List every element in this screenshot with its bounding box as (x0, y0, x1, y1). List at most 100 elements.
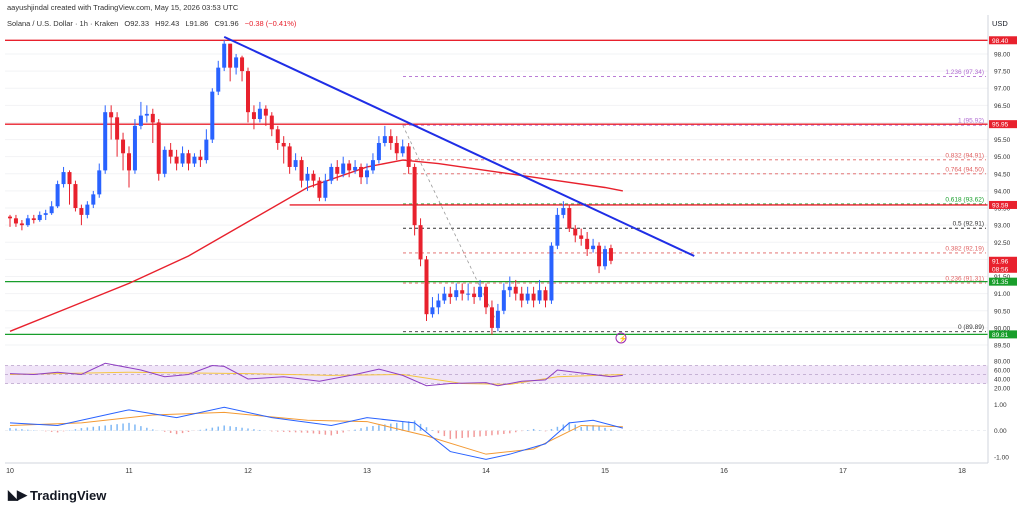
candle-body[interactable] (376, 142, 381, 161)
candle-body[interactable] (85, 204, 90, 215)
candle-body[interactable] (67, 172, 72, 185)
candle-body[interactable] (168, 149, 173, 157)
candle-body[interactable] (335, 166, 340, 174)
candle-body[interactable] (317, 180, 322, 198)
candle-body[interactable] (109, 112, 114, 118)
candle-body[interactable] (210, 91, 215, 140)
candle-body[interactable] (495, 310, 500, 328)
candle-body[interactable] (347, 163, 352, 171)
candle-body[interactable] (31, 218, 36, 221)
candle-body[interactable] (370, 160, 375, 171)
candle-body[interactable] (138, 115, 143, 126)
candle-body[interactable] (365, 170, 369, 178)
candle-body[interactable] (341, 163, 346, 174)
macd-line[interactable] (9, 406, 623, 460)
candle-body[interactable] (597, 245, 602, 267)
candle-body[interactable] (275, 129, 280, 143)
candle-body[interactable] (103, 112, 108, 171)
candle-body[interactable] (412, 166, 417, 226)
candle-body[interactable] (448, 293, 453, 298)
candle-body[interactable] (49, 206, 54, 214)
candle-body[interactable] (359, 166, 364, 178)
candle-body[interactable] (311, 173, 316, 181)
tradingview-brand[interactable]: ◣▶ TradingView (8, 487, 106, 503)
candle-body[interactable] (305, 173, 310, 181)
candle-body[interactable] (8, 216, 12, 219)
candle-body[interactable] (501, 290, 506, 311)
candle-body[interactable] (269, 115, 274, 130)
candle-body[interactable] (466, 293, 471, 295)
candle-body[interactable] (115, 117, 120, 140)
candle-body[interactable] (525, 293, 530, 301)
candle-body[interactable] (281, 142, 286, 147)
candle-body[interactable] (561, 208, 566, 215)
candle-body[interactable] (608, 248, 613, 261)
candle-body[interactable] (406, 146, 411, 167)
candle-body[interactable] (174, 156, 179, 164)
candle-body[interactable] (91, 194, 96, 205)
candle-body[interactable] (121, 139, 126, 154)
candle-body[interactable] (603, 249, 607, 267)
candle-body[interactable] (329, 166, 334, 181)
candle-body[interactable] (150, 113, 155, 123)
candle-body[interactable] (585, 238, 590, 250)
candle-body[interactable] (180, 153, 185, 164)
candle-body[interactable] (192, 156, 197, 164)
candle-body[interactable] (73, 184, 78, 209)
candle-body[interactable] (186, 153, 191, 164)
candle-body[interactable] (531, 293, 536, 301)
symbol-label[interactable]: Solana / U.S. Dollar · 1h · Kraken (7, 19, 119, 28)
candle-body[interactable] (507, 286, 512, 291)
candle-body[interactable] (591, 245, 596, 250)
candle-body[interactable] (442, 293, 447, 301)
candle-body[interactable] (436, 300, 441, 308)
candle-body[interactable] (97, 170, 102, 195)
candle-body[interactable] (222, 43, 227, 68)
candle-body[interactable] (19, 223, 24, 226)
candle-body[interactable] (549, 245, 554, 301)
candle-body[interactable] (228, 43, 233, 68)
candle-body[interactable] (144, 113, 149, 116)
candle-body[interactable] (204, 139, 209, 161)
candle-body[interactable] (246, 71, 250, 113)
candle-body[interactable] (519, 293, 524, 301)
candle-body[interactable] (43, 213, 48, 215)
bearish-trendline[interactable] (223, 35, 695, 257)
moving-average-line[interactable] (9, 159, 623, 332)
candle-body[interactable] (478, 286, 483, 298)
candle-body[interactable] (263, 108, 268, 116)
candle-body[interactable] (579, 235, 584, 239)
candle-body[interactable] (13, 218, 18, 224)
candle-body[interactable] (251, 112, 256, 120)
candle-body[interactable] (454, 290, 459, 298)
candle-body[interactable] (394, 142, 399, 154)
candle-body[interactable] (484, 286, 488, 308)
candle-body[interactable] (323, 180, 328, 198)
candle-body[interactable] (234, 57, 239, 68)
candle-body[interactable] (573, 228, 578, 236)
lightning-icon[interactable] (615, 332, 627, 344)
candle-body[interactable] (216, 67, 221, 92)
candle-body[interactable] (400, 146, 405, 154)
candle-body[interactable] (388, 136, 393, 143)
candle-body[interactable] (460, 290, 465, 294)
candle-body[interactable] (198, 156, 203, 161)
candle-body[interactable] (543, 290, 548, 301)
candle-body[interactable] (79, 208, 84, 215)
candle-body[interactable] (299, 160, 304, 181)
candle-body[interactable] (567, 208, 572, 229)
candle-body[interactable] (55, 184, 60, 207)
candle-body[interactable] (25, 218, 30, 226)
candle-body[interactable] (418, 225, 423, 260)
rsi-line[interactable] (9, 362, 623, 387)
candle-body[interactable] (132, 125, 137, 171)
candle-body[interactable] (382, 136, 387, 143)
candle-body[interactable] (472, 293, 477, 298)
candle-body[interactable] (240, 57, 245, 72)
candle-body[interactable] (287, 146, 292, 167)
candle-body[interactable] (37, 214, 42, 221)
candle-body[interactable] (156, 122, 161, 174)
candle-body[interactable] (537, 290, 542, 301)
candle-body[interactable] (430, 307, 435, 315)
